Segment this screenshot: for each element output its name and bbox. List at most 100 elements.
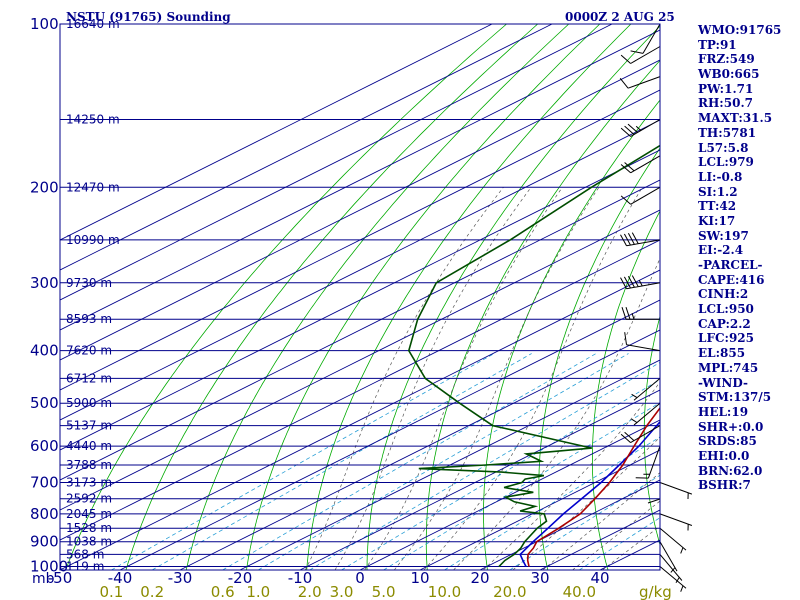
index-item: -WIND- xyxy=(698,375,748,390)
wind-barb xyxy=(659,527,687,554)
dry-adiabat xyxy=(425,59,660,570)
wind-barb-feather xyxy=(623,233,631,246)
pressure-tick-label: 300 xyxy=(30,274,59,292)
background-grid xyxy=(60,24,800,570)
height-label: 568 m xyxy=(66,547,104,561)
isotherm-line xyxy=(419,449,660,570)
mixing-ratio-label: 1.0 xyxy=(246,583,270,600)
wind-barb-staff xyxy=(626,344,661,352)
height-label: 5900 m xyxy=(66,396,112,410)
index-item: EHI:0.0 xyxy=(698,448,750,463)
moist-adiabat xyxy=(334,187,532,570)
dry-adiabat xyxy=(791,24,800,570)
height-label: 14250 m xyxy=(66,113,120,127)
wind-barb-staff xyxy=(633,402,661,426)
moist-adiabat xyxy=(304,187,504,570)
isotherm-line xyxy=(60,24,493,241)
isotherm-line xyxy=(299,389,660,570)
wind-barb-staff xyxy=(626,239,661,247)
height-label: 5137 m xyxy=(66,419,112,433)
wind-barb-half-feather xyxy=(631,313,635,320)
mixing-ratio-line xyxy=(509,474,660,570)
wind-barb xyxy=(659,554,683,584)
isotherm-line xyxy=(359,419,660,570)
index-item: SHR+:0.0 xyxy=(698,419,764,434)
wind-barb-feather xyxy=(620,277,627,289)
index-item: EI:-2.4 xyxy=(698,243,744,258)
wind-barb-feather xyxy=(620,127,631,137)
station-title: NSTU (91765) Sounding xyxy=(66,10,231,24)
isotherm-line xyxy=(60,89,660,391)
dry-adiabat xyxy=(306,24,632,570)
wind-barb-staff xyxy=(627,76,661,89)
height-label: 4440 m xyxy=(66,439,112,453)
height-label: 1038 m xyxy=(66,535,112,549)
wind-barb-staff xyxy=(659,513,693,526)
index-item: TP:91 xyxy=(698,37,737,52)
index-item: LCL:950 xyxy=(698,302,754,317)
mixing-ratio-unit-label: g/kg xyxy=(639,583,672,600)
mixing-ratio-label: 2.0 xyxy=(298,583,322,600)
wind-barb xyxy=(620,46,661,64)
index-item: TT:42 xyxy=(698,199,737,214)
parcel-trace xyxy=(519,420,660,567)
wind-barb-feather xyxy=(625,307,631,320)
wind-barb-half-feather xyxy=(680,547,684,554)
height-label: 2045 m xyxy=(66,507,112,521)
mixing-ratio-line xyxy=(222,353,597,570)
moist-adiabat xyxy=(364,187,563,570)
wind-barb xyxy=(619,76,661,89)
temperature-trace xyxy=(526,406,660,567)
wind-barb-feather xyxy=(624,431,635,441)
sounding-profiles xyxy=(407,144,660,568)
wind-barb-staff xyxy=(659,554,683,581)
wind-barb-staff xyxy=(633,378,661,401)
moist-adiabat xyxy=(394,187,600,570)
wind-barb-staff xyxy=(659,541,678,572)
height-label: 3173 m xyxy=(66,476,112,490)
temperature-tick-label: -50 xyxy=(48,569,73,587)
wind-barb xyxy=(624,332,661,352)
index-item: PW:1.71 xyxy=(698,81,754,96)
isotherm-line xyxy=(60,179,660,481)
pressure-tick-label: 600 xyxy=(30,437,59,455)
wind-barb-staff xyxy=(642,23,661,54)
wind-barb-staff xyxy=(630,46,661,64)
isotherm-line xyxy=(60,24,553,271)
mixing-ratio-line xyxy=(111,353,495,570)
pressure-tick-label: 900 xyxy=(30,533,59,551)
temperature-tick-label: 10 xyxy=(410,569,429,587)
wind-barb-staff xyxy=(659,566,687,589)
wind-barb-feather xyxy=(619,77,629,89)
wind-barb-feather xyxy=(624,125,635,135)
wind-barb-feather xyxy=(621,307,627,320)
index-item: STM:137/5 xyxy=(698,390,772,405)
temperature-tick-label: -30 xyxy=(168,569,193,587)
dry-adiabat xyxy=(538,147,660,570)
wind-barb-half-feather xyxy=(631,393,638,399)
isotherm-line xyxy=(60,239,660,541)
index-item: MAXT:31.5 xyxy=(698,111,773,126)
mixing-ratio-label: 5.0 xyxy=(372,583,396,600)
wind-barb-feather xyxy=(620,54,631,64)
index-item: L57:5.8 xyxy=(698,140,749,155)
wind-barb-feather xyxy=(620,195,631,205)
index-item: BSHR:7 xyxy=(698,478,751,493)
wind-barb-staff xyxy=(659,482,693,495)
wind-barb-column xyxy=(619,23,693,592)
index-item: TH:5781 xyxy=(698,125,757,140)
wind-barb-feather xyxy=(647,498,661,504)
dewpoint-trace xyxy=(407,144,660,568)
pressure-tick-label: 200 xyxy=(30,178,59,196)
wind-barb xyxy=(630,23,661,54)
wind-barb-feather xyxy=(624,162,635,172)
index-item: LI:-0.8 xyxy=(698,169,743,184)
wind-barb-feather xyxy=(624,332,627,345)
wind-barb xyxy=(659,482,693,500)
wind-barb-staff xyxy=(630,155,661,174)
plot-frame xyxy=(59,23,661,571)
height-label: 8593 m xyxy=(66,312,112,326)
index-item: EL:855 xyxy=(698,346,746,361)
temperature-tick-label: 0 xyxy=(355,569,365,587)
